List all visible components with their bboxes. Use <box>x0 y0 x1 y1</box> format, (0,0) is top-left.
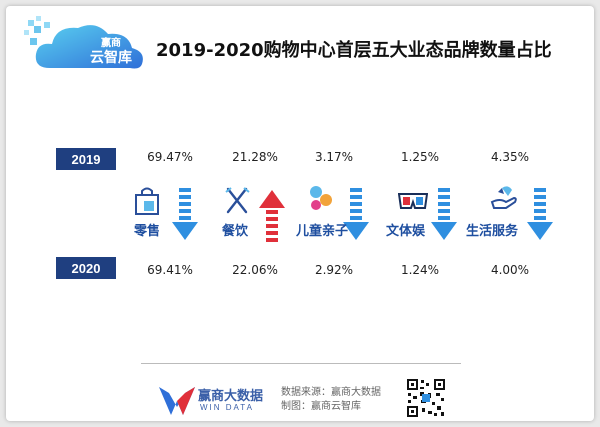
data-source: 数据来源：赢商大数据 <box>281 387 381 398</box>
footer-brand-cn: 赢商大数据 <box>198 389 264 404</box>
footer-divider <box>141 363 461 364</box>
footer-brand-en: WIN DATA <box>200 403 254 412</box>
chart-maker: 制图：赢商云智库 <box>281 401 361 412</box>
arrow-down-kids-icon <box>343 188 369 240</box>
pct-2019-services: 4.35% <box>490 150 530 164</box>
category-retail: 零售 <box>134 224 161 239</box>
category-kids: 儿童亲子 <box>296 224 349 239</box>
pct-2020-retail: 69.41% <box>147 263 193 277</box>
cloud-logo-icon <box>24 16 143 69</box>
pct-2020-kids: 2.92% <box>314 263 354 277</box>
qr-code-icon[interactable] <box>406 378 446 418</box>
category-entertainment: 文体娱 <box>386 224 426 239</box>
year-badge-2020: 2020 <box>56 257 116 279</box>
pct-2020-dining: 22.06% <box>232 263 278 277</box>
shopping-bag-icon <box>135 187 159 215</box>
footer-source: 数据来源：赢商大数据 制图：赢商云智库 <box>281 386 381 414</box>
hand-service-icon <box>490 186 517 209</box>
pct-2019-entertainment: 1.25% <box>400 150 440 164</box>
arrow-down-entertainment-icon <box>431 188 457 240</box>
pct-2019-dining: 21.28% <box>232 150 278 164</box>
3d-glasses-icon <box>398 193 428 209</box>
logo-line2: 云智库 <box>90 50 132 66</box>
pct-2019-kids: 3.17% <box>314 150 354 164</box>
arrow-down-services-icon <box>527 188 553 240</box>
fork-knife-icon <box>225 187 250 214</box>
chart-card: 赢商 云智库 2019-2020购物中心首层五大业态品牌数量占比 2019 20… <box>6 6 594 421</box>
category-services: 生活服务 <box>466 224 519 239</box>
arrow-up-dining-icon <box>259 190 285 242</box>
chart-title: 2019-2020购物中心首层五大业态品牌数量占比 <box>156 40 552 61</box>
brand-logo: 赢商 云智库 <box>20 14 150 76</box>
win-data-logo-icon <box>159 387 195 415</box>
category-dining: 餐饮 <box>222 224 249 239</box>
logo-line1: 赢商 <box>101 38 121 49</box>
pct-2020-services: 4.00% <box>490 263 530 277</box>
pct-2020-entertainment: 1.24% <box>400 263 440 277</box>
arrow-down-retail-icon <box>172 188 198 240</box>
toy-icon <box>310 186 332 210</box>
footer-brand: 赢商大数据 WIN DATA <box>158 383 270 421</box>
pct-2019-retail: 69.47% <box>147 150 193 164</box>
year-badge-2019: 2019 <box>56 148 116 170</box>
